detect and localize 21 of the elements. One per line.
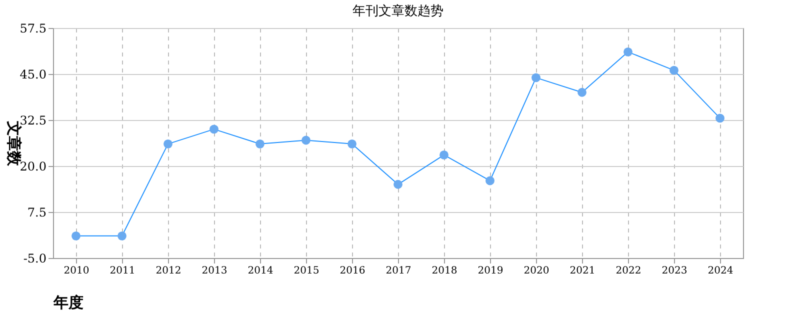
x-tick-label: 2017 xyxy=(386,266,412,276)
x-tick-label: 2020 xyxy=(524,266,550,276)
x-axis-title: 年度 xyxy=(52,294,84,312)
x-tick-label: 2011 xyxy=(110,266,136,276)
x-tick-label: 2012 xyxy=(156,266,182,276)
x-tick-label: 2019 xyxy=(478,266,504,276)
x-tick-label: 2021 xyxy=(570,266,596,276)
x-tick-label: 2022 xyxy=(616,266,642,276)
chart-title: 年刊文章数趋势 xyxy=(352,4,444,19)
y-tick-label: 57.5 xyxy=(20,22,46,36)
x-tick-label: 2023 xyxy=(662,266,688,276)
x-tick-label: 2013 xyxy=(202,266,228,276)
y-tick-label: 45.0 xyxy=(20,68,46,82)
x-tick-label: 2016 xyxy=(340,266,366,276)
x-tick-label: 2014 xyxy=(248,266,274,276)
y-tick-label: 7.5 xyxy=(27,206,46,220)
y-tick-label: -5.0 xyxy=(23,252,46,266)
x-tick-label: 2010 xyxy=(64,266,90,276)
x-tick-label: 2015 xyxy=(294,266,320,276)
x-tick-label: 2024 xyxy=(708,266,734,276)
x-tick-label: 2018 xyxy=(432,266,458,276)
